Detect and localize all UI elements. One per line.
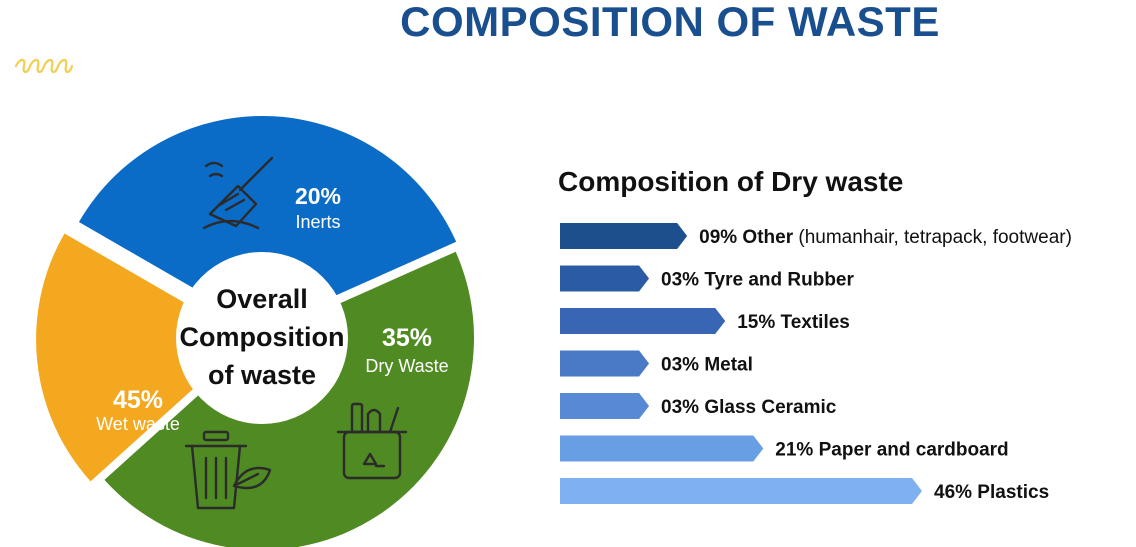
center-label-line-2: Composition [180,322,345,352]
bar-label-plastics: 46% Plastics [934,482,1049,503]
center-label-line-1: Overall [216,284,308,314]
center-circle [176,252,348,424]
bar-label-other: 09% Other (humanhair, tetrapack, footwea… [699,227,1072,248]
bar-textiles [560,308,726,334]
bar-label-textiles: 15% Textiles [737,312,850,333]
broom-icon [202,156,274,230]
bar-other [560,223,688,249]
wet-waste-percent: 45% [113,386,163,414]
bar-glass-ceramic [560,393,650,419]
dry-waste-label: Dry Waste [365,356,448,376]
bar-plastics [560,478,922,504]
bar-label-metal: 03% Metal [661,355,753,376]
pie-slice-dry-waste [78,116,457,329]
overall-composition-chart: Overall Composition of waste 20% Inerts … [36,116,474,547]
dry-waste-bar-chart: Composition of Dry waste 09% Other (huma… [558,166,1072,504]
pie-slice-inerts [36,233,249,482]
bar-label-tyre-and-rubber: 03% Tyre and Rubber [661,270,854,291]
bar-paper-and-cardboard [560,435,764,462]
page-title: COMPOSITION OF WASTE [400,0,940,45]
center-label-line-3: of waste [208,360,316,390]
inerts-percent: 20% [295,183,341,209]
inerts-label: Inerts [295,212,340,232]
wet-waste-label: Wet waste [96,414,180,434]
bar-chart-title: Composition of Dry waste [558,166,903,197]
recycle-bin-icon [336,402,408,480]
bar-label-glass-ceramic: 03% Glass Ceramic [661,397,837,418]
sparkle-decoration-icon [14,58,74,74]
bar-metal [560,350,650,377]
compost-bin-icon [184,430,272,510]
bar-tyre-and-rubber [560,265,650,292]
bar-label-paper-and-cardboard: 21% Paper and cardboard [775,440,1008,461]
dry-waste-percent: 35% [382,324,432,352]
